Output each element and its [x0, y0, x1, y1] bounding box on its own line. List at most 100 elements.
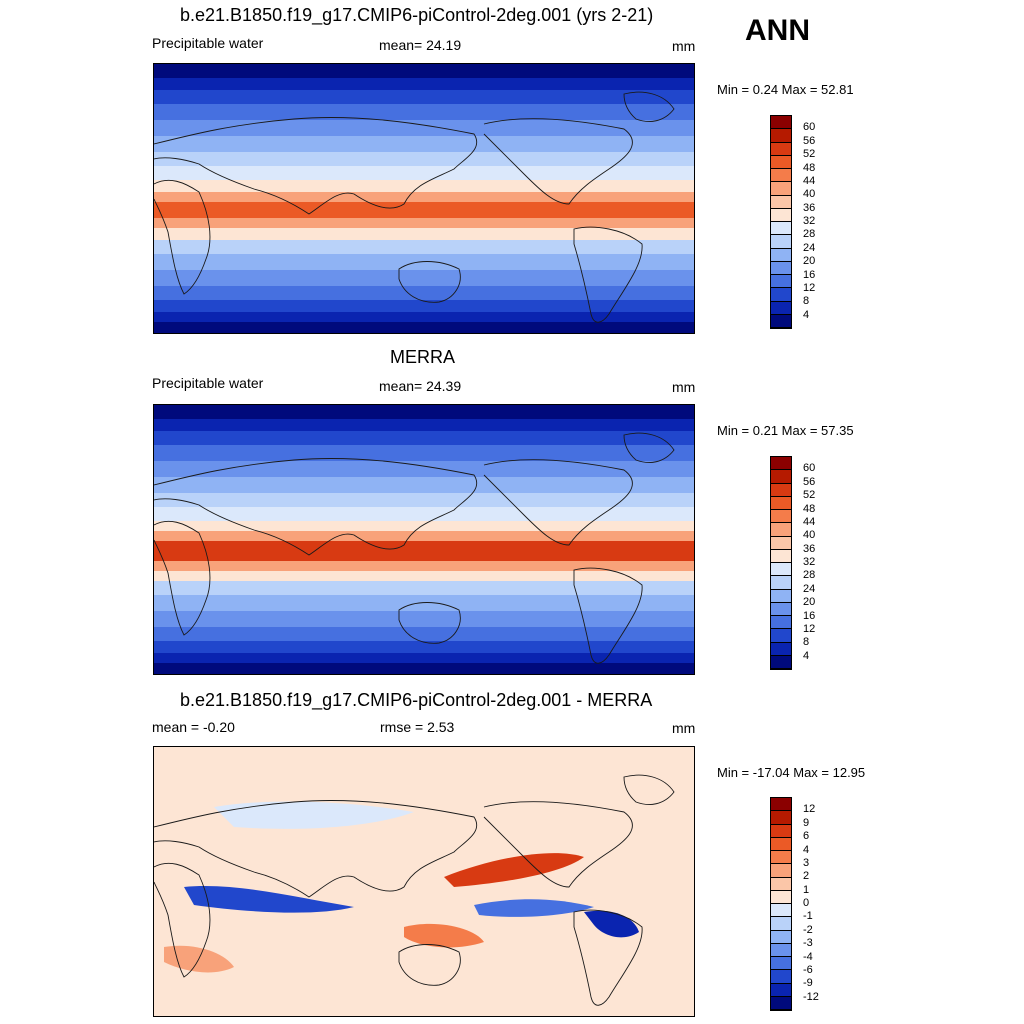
colorbar-swatch	[771, 563, 791, 577]
colorbar-swatch	[771, 983, 791, 997]
coastline	[483, 459, 633, 546]
colorbar-swatch	[771, 957, 791, 971]
field-band	[154, 663, 694, 674]
colorbar-tick-label: 40	[803, 188, 816, 201]
field-band	[154, 192, 694, 202]
colorbar-tick-label: 60	[803, 121, 816, 134]
colorbar-tick-label: 8	[803, 636, 810, 649]
panel-title: b.e21.B1850.f19_g17.CMIP6-piControl-2deg…	[180, 5, 654, 25]
minmax-label: Min = -17.04 Max = 12.95	[717, 765, 866, 780]
panel-title: b.e21.B1850.f19_g17.CMIP6-piControl-2deg…	[180, 690, 653, 710]
colorbar-swatch	[771, 996, 791, 1010]
coastline	[483, 801, 633, 888]
colorbar-tick-label: 28	[803, 228, 816, 241]
field-band	[154, 405, 694, 419]
colorbar-swatch	[771, 523, 791, 537]
colorbar-tick-label: -6	[803, 963, 813, 976]
colorbar-swatch	[771, 824, 791, 838]
colorbar-swatch	[771, 864, 791, 878]
coastline	[623, 432, 675, 463]
colorbar-tick-label: -9	[803, 977, 813, 990]
colorbar-swatch	[771, 930, 791, 944]
colorbar-tick-label: 8	[803, 295, 810, 308]
colorbar-swatch	[771, 602, 791, 616]
colorbar-tick-label: 48	[803, 502, 816, 515]
colorbar-tick-label: 48	[803, 161, 816, 174]
colorbar-swatch	[771, 642, 791, 656]
field-band	[154, 312, 694, 322]
colorbar-swatch	[771, 483, 791, 497]
colorbar-tick-label: 9	[803, 816, 810, 829]
colorbar-swatch	[771, 129, 791, 143]
field-band	[154, 641, 694, 653]
colorbar-tick-label: 40	[803, 529, 816, 542]
colorbar-tick-label: 36	[803, 201, 816, 214]
field-band	[154, 431, 694, 445]
field-band	[154, 461, 694, 477]
field-band	[154, 419, 694, 431]
colorbar-swatch	[771, 798, 791, 812]
coastline	[623, 774, 675, 805]
field-band	[154, 64, 694, 78]
field-band	[154, 104, 694, 120]
colorbar-swatch	[771, 877, 791, 891]
colorbar-swatch	[771, 536, 791, 550]
colorbar-swatch	[771, 917, 791, 931]
field-band	[154, 180, 694, 192]
colorbar-swatch	[771, 629, 791, 643]
field-band	[154, 202, 694, 218]
colorbar-swatch	[771, 890, 791, 904]
colorbar-tick-label: 2	[803, 870, 810, 883]
coastline	[623, 91, 675, 122]
colorbar-tick-label: 4	[803, 308, 810, 321]
mean-label: mean = -0.20	[152, 719, 235, 735]
map-model	[153, 63, 695, 334]
coastline	[154, 458, 477, 556]
colorbar	[770, 456, 792, 670]
field-band	[154, 581, 694, 595]
coastline	[154, 862, 211, 978]
colorbar-tick-label: 24	[803, 241, 816, 254]
colorbar-swatch	[771, 155, 791, 169]
field-band	[154, 747, 694, 1016]
colorbar-swatch	[771, 457, 791, 471]
field-band	[154, 541, 694, 561]
colorbar-tick-label: 32	[803, 556, 816, 568]
field-band	[154, 90, 694, 104]
colorbar-tick-label: -4	[803, 950, 813, 963]
colorbar-swatch	[771, 837, 791, 851]
colorbar-swatch	[771, 208, 791, 222]
field-band	[154, 507, 694, 521]
colorbar-tick-label: 52	[803, 489, 816, 502]
field-band	[154, 286, 694, 300]
season-label: ANN	[745, 14, 810, 47]
colorbar-swatch	[771, 116, 791, 130]
variable-label: Precipitable water	[152, 375, 264, 391]
coastline	[573, 567, 643, 664]
colorbar-tick-label: 24	[803, 582, 816, 595]
colorbar-swatch	[771, 261, 791, 275]
colorbar-swatch	[771, 470, 791, 484]
coastline	[398, 944, 461, 986]
field-band	[154, 152, 694, 166]
colorbar-tick-label: -2	[803, 923, 813, 936]
colorbar-swatch	[771, 314, 791, 328]
units-label: mm	[672, 379, 696, 395]
colorbar-tick-label: 28	[803, 569, 816, 582]
colorbar-tick-label: 4	[803, 843, 810, 856]
colorbar-tick-label: 3	[803, 856, 810, 869]
coastline	[154, 179, 211, 295]
colorbar-tick-label: 20	[803, 255, 816, 268]
mean-label: mean= 24.19	[379, 37, 462, 53]
field-anomaly	[214, 801, 414, 829]
field-band	[154, 120, 694, 136]
field-anomaly	[404, 923, 484, 948]
colorbar-swatch	[771, 904, 791, 918]
coastline	[573, 909, 643, 1006]
colorbar-swatch	[771, 288, 791, 302]
colorbar-swatch	[771, 222, 791, 236]
field-band	[154, 627, 694, 641]
colorbar-swatch	[771, 248, 791, 262]
field-band	[154, 445, 694, 461]
field-band	[154, 136, 694, 152]
